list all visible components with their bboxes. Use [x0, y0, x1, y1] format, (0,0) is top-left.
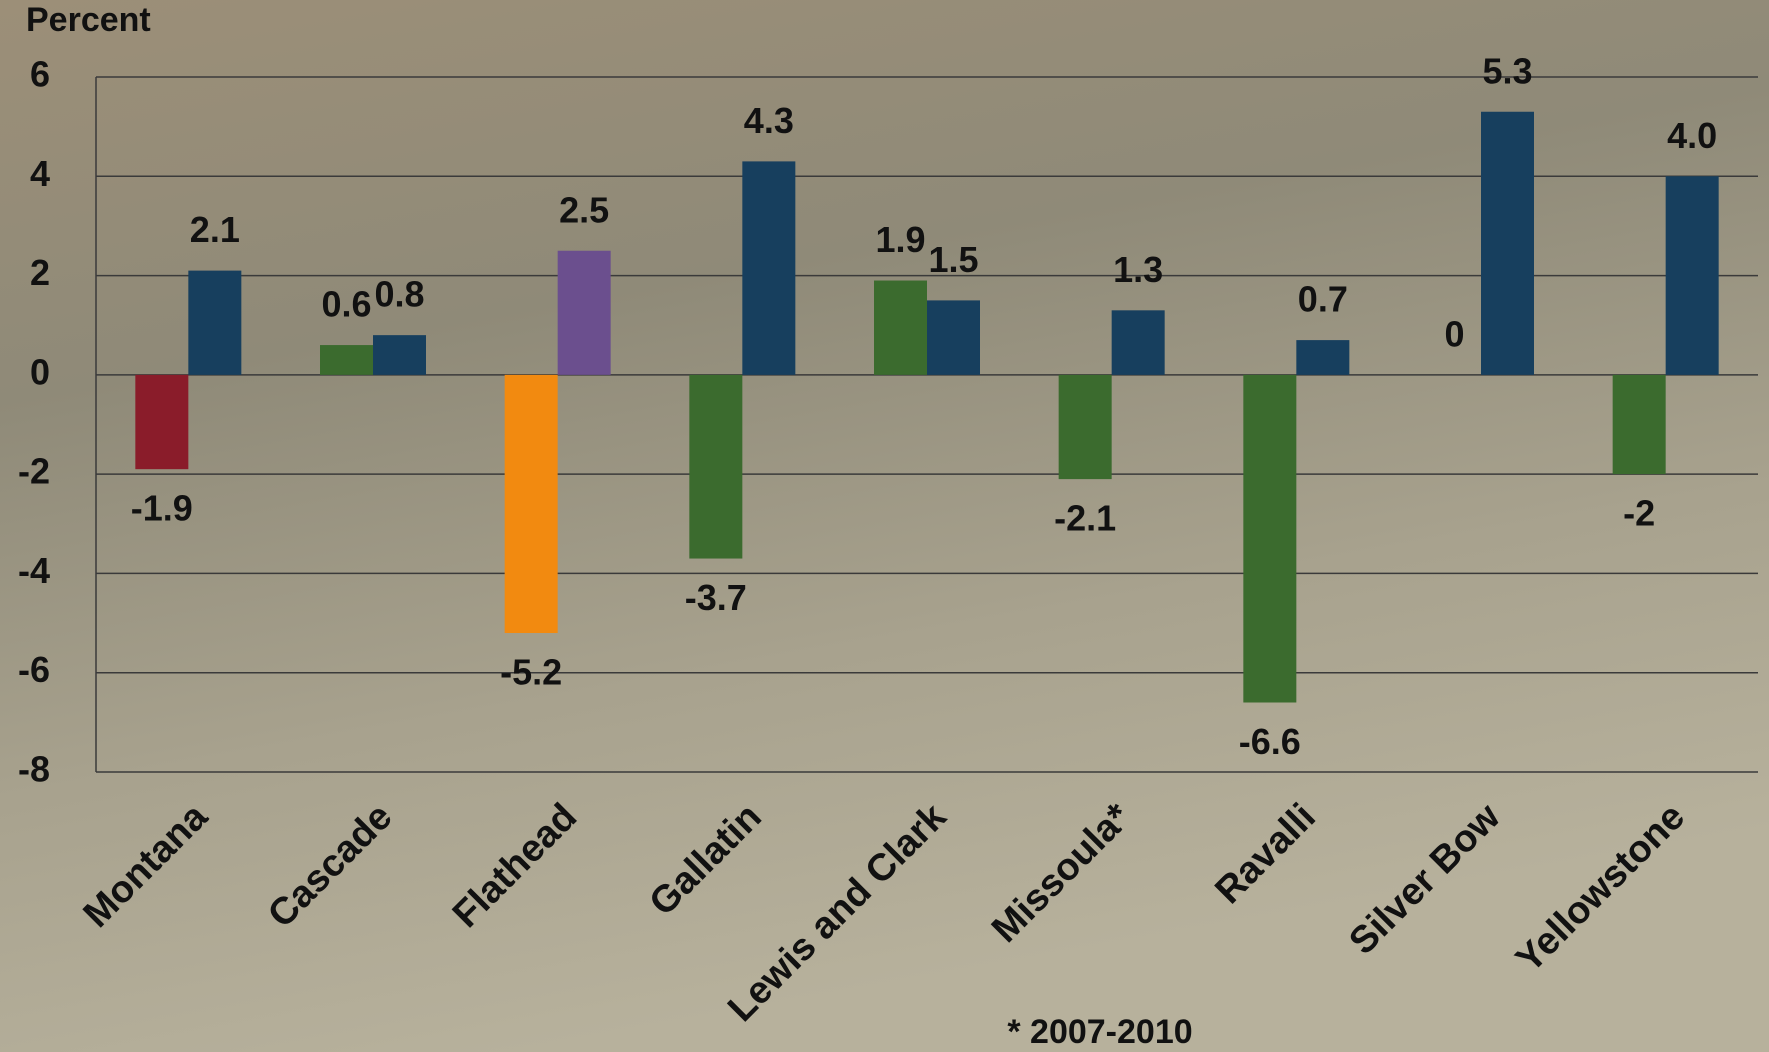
- bar: [188, 271, 241, 375]
- footnote: * 2007-2010: [1007, 1013, 1192, 1051]
- bar: [1243, 375, 1296, 703]
- y-tick-label: -4: [18, 550, 50, 591]
- y-tick-label: -6: [18, 649, 50, 690]
- value-label: -2.1: [1054, 498, 1116, 539]
- bar: [373, 335, 426, 375]
- bar: [1613, 375, 1666, 474]
- value-label: 2.5: [559, 189, 609, 230]
- bar: [689, 375, 742, 559]
- bar: [874, 281, 927, 375]
- bar: [927, 300, 980, 374]
- value-label: -6.6: [1239, 721, 1301, 762]
- y-tick-label: 0: [30, 351, 50, 392]
- value-label: 0.6: [321, 284, 371, 325]
- y-tick-label: -8: [18, 749, 50, 790]
- y-tick-label: 4: [30, 153, 50, 194]
- value-label: 4.3: [744, 100, 794, 141]
- bar: [1666, 176, 1719, 375]
- y-axis-label: Percent: [26, 1, 151, 39]
- bar: [1059, 375, 1112, 479]
- bar: [320, 345, 373, 375]
- y-tick-label: 6: [30, 54, 50, 95]
- value-label: 0.7: [1298, 279, 1348, 320]
- value-label: -1.9: [131, 488, 193, 529]
- bar: [742, 161, 795, 374]
- value-label: 1.5: [928, 239, 978, 280]
- page: {"chart_data": { "type": "bar", "y_label…: [0, 0, 1769, 1052]
- value-label: 0: [1444, 313, 1464, 354]
- value-label: -5.2: [500, 652, 562, 693]
- value-label: 0.8: [374, 274, 424, 315]
- bar: [505, 375, 558, 633]
- value-label: 1.9: [875, 219, 925, 260]
- y-tick-label: 2: [30, 252, 50, 293]
- bar: [1112, 310, 1165, 375]
- bar: [1296, 340, 1349, 375]
- bar: [558, 251, 611, 375]
- bar: [1481, 112, 1534, 375]
- bar: [135, 375, 188, 469]
- chart: Percent * 2007-2010 -8-6-4-20246Montana-…: [0, 0, 1769, 1052]
- value-label: -2: [1623, 493, 1655, 534]
- value-label: 4.0: [1667, 115, 1717, 156]
- value-label: -3.7: [685, 577, 747, 618]
- value-label: 5.3: [1482, 50, 1532, 91]
- value-label: 2.1: [190, 209, 240, 250]
- value-label: 1.3: [1113, 249, 1163, 290]
- y-tick-label: -2: [18, 451, 50, 492]
